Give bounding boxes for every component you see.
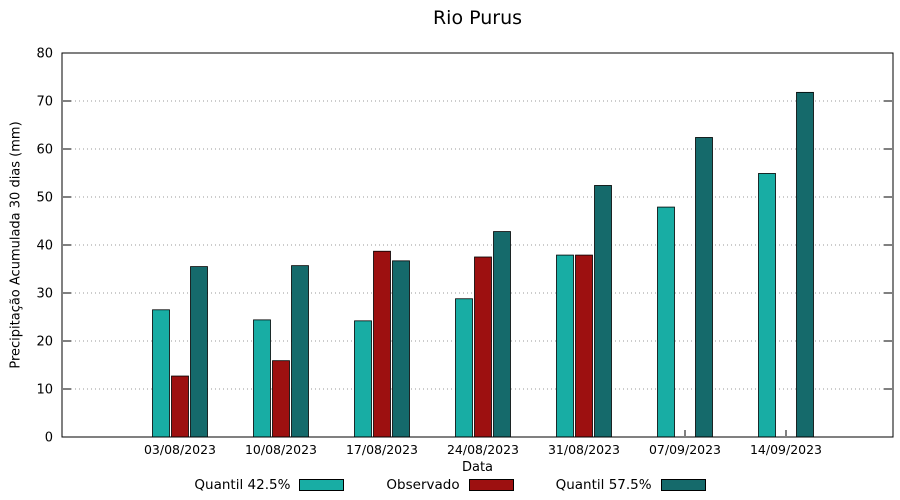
legend-item-quantil-57-5: Quantil 57.5%: [556, 477, 706, 493]
x-tick-label: 10/08/2023: [245, 442, 317, 457]
legend-swatch-observado: [468, 479, 514, 491]
x-tick-label: 17/08/2023: [346, 442, 418, 457]
bar-quantil-42-5-: [152, 309, 170, 438]
bar-quantil-57-5-: [493, 231, 511, 438]
y-tick-label: 50: [36, 191, 53, 206]
bar-observado: [474, 256, 492, 438]
bar-quantil-57-5-: [695, 137, 713, 438]
legend-label-quantil-57-5: Quantil 57.5%: [555, 477, 652, 493]
legend-label-observado: Observado: [386, 477, 460, 493]
y-tick-label: 20: [36, 335, 53, 350]
bar-observado: [171, 375, 189, 438]
bar-observado: [272, 360, 290, 438]
bar-quantil-57-5-: [291, 265, 309, 438]
x-axis-label: Data: [461, 460, 494, 475]
bar-quantil-42-5-: [758, 173, 776, 438]
x-tick-label: 24/08/2023: [447, 442, 519, 457]
bar-quantil-42-5-: [556, 254, 574, 438]
legend-swatch-quantil-42-5: [299, 479, 345, 491]
y-tick-label: 60: [36, 143, 53, 158]
chart-title: Rio Purus: [432, 7, 523, 29]
y-tick-label: 0: [45, 431, 53, 446]
y-tick-label: 40: [36, 239, 53, 254]
legend-swatch-quantil-57-5: [660, 479, 706, 491]
x-tick-label: 14/09/2023: [750, 442, 822, 457]
y-tick-label: 30: [36, 287, 53, 302]
legend-label-quantil-42-5: Quantil 42.5%: [194, 477, 291, 493]
bar-quantil-42-5-: [253, 319, 271, 438]
y-tick-label: 10: [36, 383, 53, 398]
y-tick-label: 80: [36, 47, 53, 62]
bar-quantil-42-5-: [455, 298, 473, 438]
plot-border: [61, 52, 894, 438]
x-tick-label: 07/09/2023: [649, 442, 721, 457]
bar-quantil-42-5-: [354, 320, 372, 438]
legend: Quantil 42.5% Observado Quantil 57.5%: [0, 477, 900, 493]
bar-quantil-57-5-: [392, 260, 410, 438]
y-tick-label: 70: [36, 95, 53, 110]
bar-observado: [575, 254, 593, 438]
legend-item-quantil-42-5: Quantil 42.5%: [194, 477, 345, 493]
bar-quantil-42-5-: [657, 206, 675, 438]
x-tick-label: 03/08/2023: [144, 442, 216, 457]
x-tick-label: 31/08/2023: [548, 442, 620, 457]
legend-item-observado: Observado: [386, 477, 514, 493]
bar-observado: [373, 250, 391, 438]
bar-quantil-57-5-: [190, 266, 208, 438]
bar-quantil-57-5-: [796, 91, 814, 438]
y-axis-label: Precipitação Acumulada 30 dias (mm): [8, 121, 24, 369]
bar-quantil-57-5-: [594, 185, 612, 438]
